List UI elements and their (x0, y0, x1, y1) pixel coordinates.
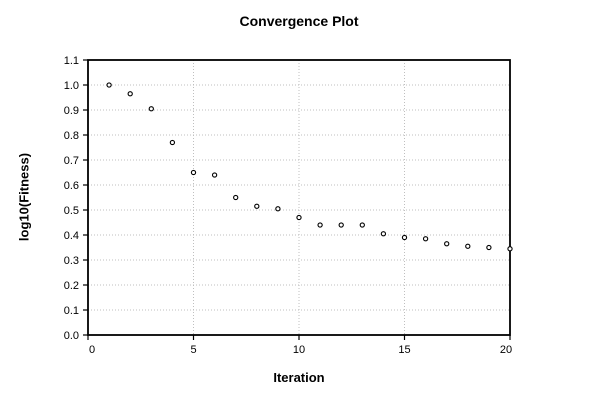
y-tick-label: 1.0 (64, 80, 79, 92)
y-tick-label: 0.2 (64, 280, 79, 292)
x-tick-label: 0 (89, 344, 95, 356)
data-point (275, 206, 281, 212)
data-point (127, 91, 133, 97)
data-point (254, 203, 260, 209)
y-tick-label: 0.9 (64, 105, 79, 117)
y-tick-label: 0.8 (64, 130, 79, 142)
data-point (106, 82, 112, 88)
data-point (359, 222, 365, 228)
data-point (233, 194, 239, 201)
data-point (296, 214, 302, 221)
y-tick-label: 0.0 (64, 330, 79, 342)
y-tick-label: 1.1 (64, 55, 79, 67)
data-point (169, 139, 176, 146)
data-point (507, 246, 513, 252)
y-tick-label: 0.6 (64, 180, 79, 192)
plot-border (87, 59, 511, 336)
x-tick-label: 15 (398, 344, 410, 356)
data-point (444, 241, 450, 247)
data-point (317, 222, 323, 228)
x-tick-label: 10 (293, 344, 305, 356)
x-tick-label: 20 (500, 344, 512, 356)
data-point (148, 106, 154, 112)
data-point (486, 244, 492, 251)
data-point (338, 222, 344, 228)
data-point (190, 169, 197, 176)
y-tick-label: 0.7 (64, 155, 79, 167)
y-tick-label: 0.3 (64, 255, 79, 267)
y-tick-label: 0.1 (64, 305, 79, 317)
data-point (211, 172, 218, 178)
data-point (380, 231, 387, 237)
y-tick-label: 0.4 (64, 230, 79, 242)
data-point (401, 234, 408, 241)
x-tick-label: 5 (190, 344, 196, 356)
data-point (422, 236, 429, 242)
x-axis-label: Iteration (273, 370, 325, 385)
y-tick-label: 0.5 (64, 205, 79, 217)
chart-title: Convergence Plot (239, 13, 359, 29)
data-point (465, 243, 471, 249)
